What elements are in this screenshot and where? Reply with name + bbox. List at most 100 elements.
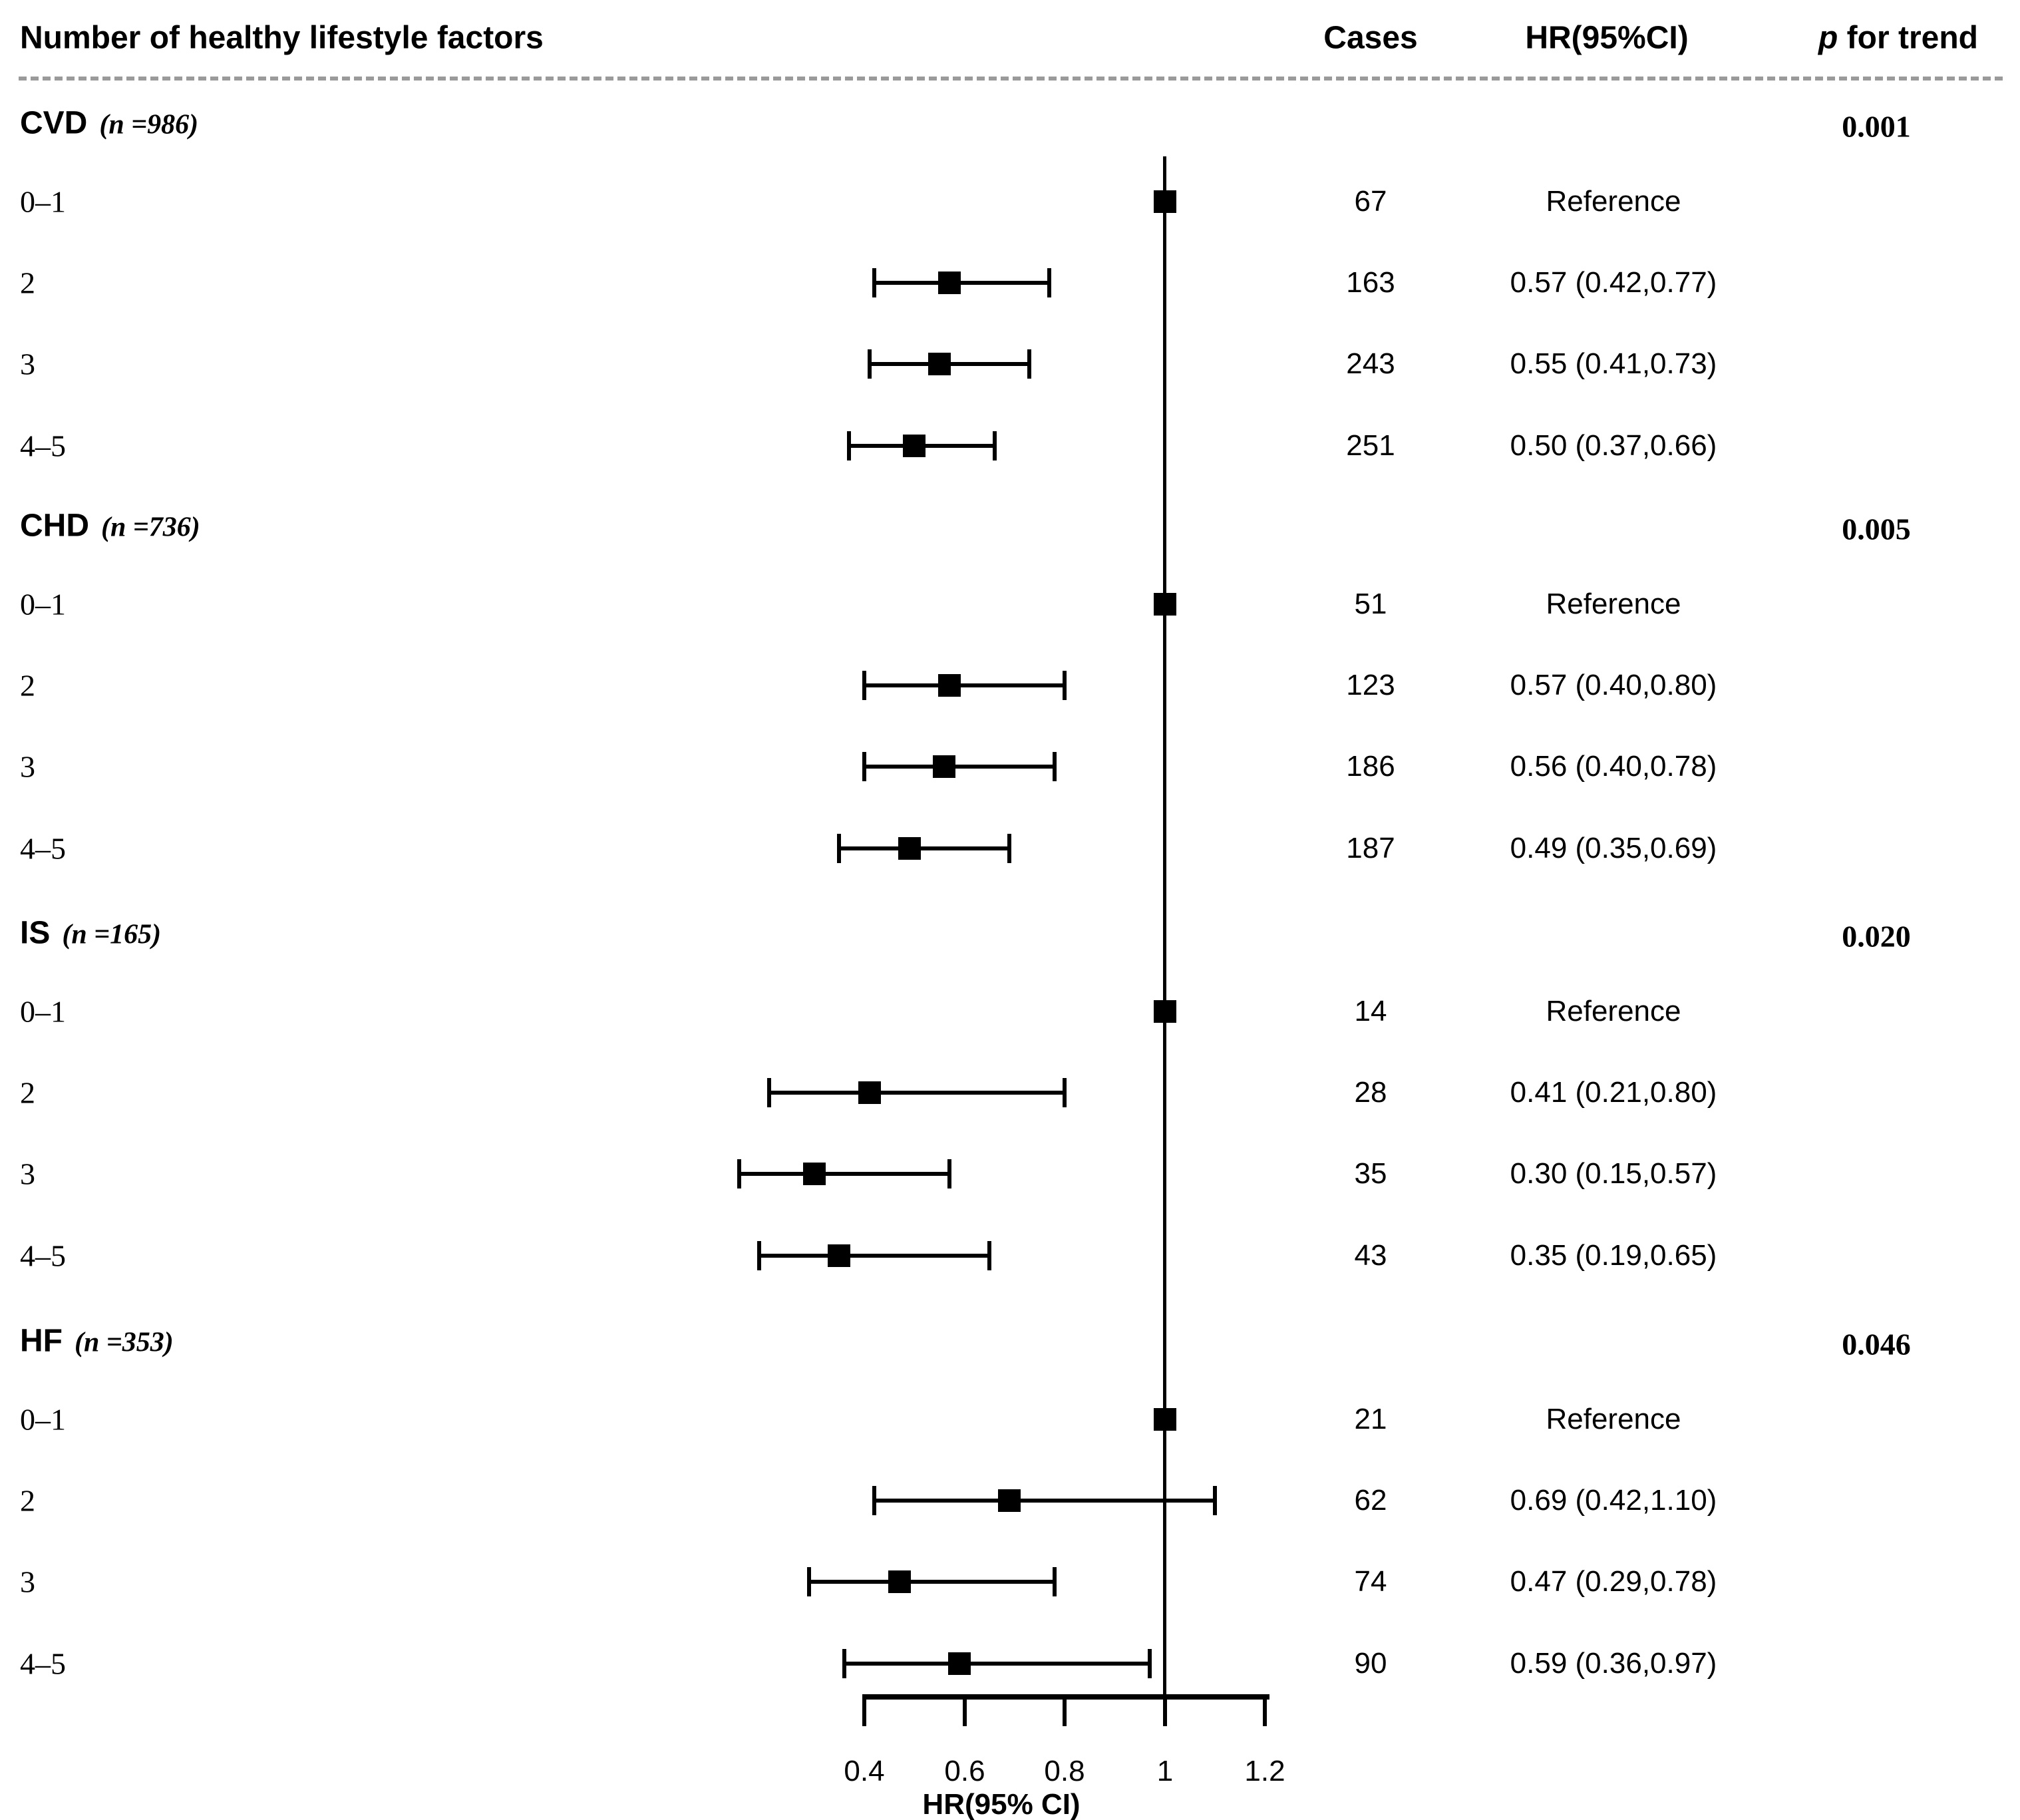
confidence-interval-cap-left xyxy=(872,1486,876,1515)
cases-value: 14 xyxy=(1354,995,1387,1027)
hr-ci-value: 0.50 (0.37,0.66) xyxy=(1510,429,1717,462)
cases-value: 21 xyxy=(1354,1403,1387,1435)
row-label: 4–5 xyxy=(20,1646,66,1681)
confidence-interval-cap-left xyxy=(862,671,866,700)
row-label: 0–1 xyxy=(20,184,66,219)
row-label: 3 xyxy=(20,1564,35,1599)
point-estimate-marker xyxy=(898,837,921,860)
point-estimate-marker xyxy=(1154,593,1176,616)
cases-value: 163 xyxy=(1346,266,1395,299)
hr-ci-value: Reference xyxy=(1546,995,1681,1027)
confidence-interval-bar xyxy=(844,1662,1150,1666)
cases-value: 62 xyxy=(1354,1484,1387,1517)
section-name: HF xyxy=(20,1323,63,1359)
p-for-trend-value: 0.005 xyxy=(1842,512,1911,546)
point-estimate-marker xyxy=(803,1163,826,1185)
x-axis-tick-label: 0.8 xyxy=(1044,1755,1085,1787)
x-axis-tick-label: 0.4 xyxy=(844,1755,885,1787)
confidence-interval-bar xyxy=(839,846,1009,850)
confidence-interval-cap-right xyxy=(1047,268,1051,297)
confidence-interval-cap-left xyxy=(842,1649,846,1678)
hr-ci-value: 0.35 (0.19,0.65) xyxy=(1510,1239,1717,1272)
point-estimate-marker xyxy=(928,353,951,375)
row-label: 0–1 xyxy=(20,994,66,1029)
confidence-interval-cap-right xyxy=(1063,671,1067,700)
row-label: 3 xyxy=(20,347,35,381)
point-estimate-marker xyxy=(948,1652,971,1675)
section-label-hf: HF (n =353) xyxy=(20,1323,174,1360)
confidence-interval-cap-left xyxy=(837,834,841,863)
hr-ci-value: 0.41 (0.21,0.80) xyxy=(1510,1076,1717,1109)
section-n-count: (n =353) xyxy=(74,1327,174,1358)
hr-ci-value: 0.30 (0.15,0.57) xyxy=(1510,1157,1717,1190)
cases-value: 28 xyxy=(1354,1076,1387,1109)
confidence-interval-cap-left xyxy=(767,1078,771,1107)
p-for-trend-value: 0.020 xyxy=(1842,919,1911,954)
hr-ci-value: 0.57 (0.42,0.77) xyxy=(1510,266,1717,299)
point-estimate-marker xyxy=(903,435,926,457)
confidence-interval-bar xyxy=(864,765,1055,769)
point-estimate-marker xyxy=(1154,1000,1176,1023)
point-estimate-marker xyxy=(938,272,961,294)
hr-ci-value: 0.49 (0.35,0.69) xyxy=(1510,832,1717,864)
header-separator xyxy=(19,77,2003,81)
section-name: CVD xyxy=(20,105,88,141)
confidence-interval-bar xyxy=(874,281,1049,285)
x-axis-tick xyxy=(963,1694,967,1726)
point-estimate-marker xyxy=(888,1570,911,1593)
confidence-interval-cap-left xyxy=(847,431,851,460)
cases-value: 90 xyxy=(1354,1647,1387,1680)
section-n-count: (n =165) xyxy=(62,919,162,950)
confidence-interval-bar xyxy=(864,683,1065,687)
x-axis-tick xyxy=(1263,1694,1267,1726)
confidence-interval-cap-right xyxy=(1148,1649,1152,1678)
section-label-is: IS (n =165) xyxy=(20,915,161,952)
confidence-interval-bar xyxy=(739,1172,949,1176)
confidence-interval-cap-right xyxy=(987,1241,991,1270)
confidence-interval-cap-left xyxy=(757,1241,761,1270)
point-estimate-marker xyxy=(938,674,961,697)
x-axis-tick-label: 0.6 xyxy=(944,1755,985,1787)
row-label: 2 xyxy=(20,668,35,703)
row-label: 3 xyxy=(20,749,35,784)
cases-value: 187 xyxy=(1346,832,1395,864)
point-estimate-marker xyxy=(828,1244,850,1267)
point-estimate-marker xyxy=(1154,1408,1176,1431)
col-header-factors: Number of healthy lifestyle factors xyxy=(20,20,544,56)
confidence-interval-cap-left xyxy=(868,349,872,379)
row-label: 2 xyxy=(20,1075,35,1110)
confidence-interval-cap-right xyxy=(1053,752,1057,781)
col-header-p-trend: p for trend xyxy=(1818,20,1978,57)
confidence-interval-cap-left xyxy=(737,1159,741,1188)
confidence-interval-cap-right xyxy=(1027,349,1031,379)
section-label-cvd: CVD (n =986) xyxy=(20,105,198,142)
confidence-interval-cap-right xyxy=(1053,1567,1057,1596)
row-label: 2 xyxy=(20,266,35,300)
confidence-interval-bar xyxy=(769,1091,1065,1095)
x-axis-title: HR(95% CI) xyxy=(922,1788,1081,1820)
point-estimate-marker xyxy=(933,755,955,778)
cases-value: 251 xyxy=(1346,429,1395,462)
confidence-interval-cap-left xyxy=(862,752,866,781)
row-label: 0–1 xyxy=(20,1402,66,1437)
row-label: 2 xyxy=(20,1483,35,1518)
row-label: 4–5 xyxy=(20,1238,66,1273)
x-axis-tick xyxy=(862,1694,866,1726)
hr-ci-value: 0.47 (0.29,0.78) xyxy=(1510,1565,1717,1598)
section-name: IS xyxy=(20,915,51,951)
section-n-count: (n =736) xyxy=(101,512,200,543)
cases-value: 186 xyxy=(1346,750,1395,783)
hr-ci-value: Reference xyxy=(1546,588,1681,620)
cases-value: 123 xyxy=(1346,669,1395,701)
row-label: 4–5 xyxy=(20,429,66,463)
cases-value: 243 xyxy=(1346,347,1395,380)
col-header-hr: HR(95%CI) xyxy=(1525,20,1689,56)
point-estimate-marker xyxy=(858,1081,881,1104)
x-axis-tick xyxy=(1163,1694,1167,1726)
row-label: 0–1 xyxy=(20,587,66,622)
p-for-trend-value: 0.046 xyxy=(1842,1327,1911,1362)
cases-value: 74 xyxy=(1354,1565,1387,1598)
reference-line xyxy=(1163,156,1166,1697)
col-header-cases: Cases xyxy=(1323,20,1418,56)
